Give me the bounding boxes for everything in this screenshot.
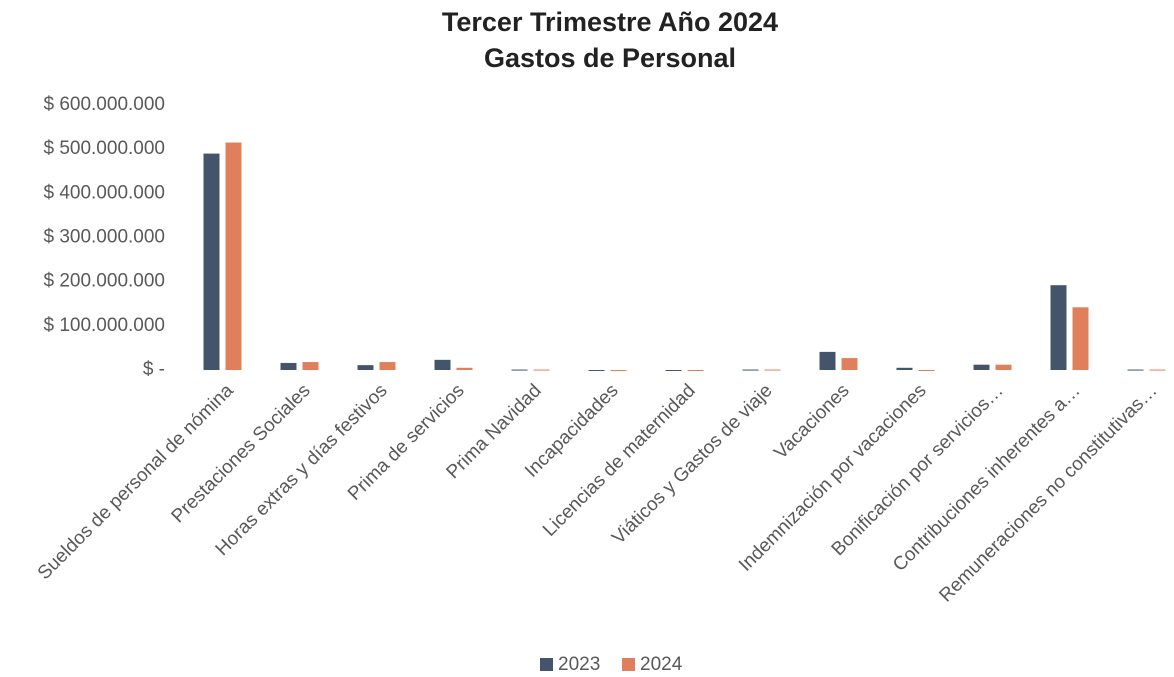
bar <box>1072 307 1089 370</box>
bar <box>379 362 396 370</box>
bar <box>973 364 990 370</box>
chart-title: Tercer Trimestre Año 2024 <box>442 7 778 37</box>
bar <box>280 362 297 370</box>
bar <box>203 153 220 370</box>
legend-swatch <box>540 658 553 671</box>
bar <box>819 351 836 370</box>
y-tick-label: $ 400.000.000 <box>43 182 165 203</box>
y-tick-label: $ 100.000.000 <box>43 315 165 336</box>
bar <box>995 364 1012 370</box>
x-tick-label: Viáticos y Gastos de viaje <box>608 380 776 548</box>
bar <box>434 359 451 370</box>
chart-subtitle: Gastos de Personal <box>484 43 736 73</box>
bar <box>357 365 374 370</box>
bar <box>533 369 550 371</box>
bar <box>225 142 242 370</box>
x-tick-label: Prestaciones Sociales <box>168 380 315 527</box>
legend-label: 2023 <box>558 654 600 675</box>
bar <box>1149 369 1166 371</box>
y-tick-label: $ 500.000.000 <box>43 138 165 159</box>
y-tick-label: $ 600.000.000 <box>43 94 165 115</box>
bar <box>687 370 704 371</box>
legend-label: 2024 <box>640 654 683 675</box>
y-tick-label: $ - <box>143 359 165 380</box>
bar <box>896 367 913 370</box>
y-tick-label: $ 200.000.000 <box>43 271 165 292</box>
bar <box>1127 369 1144 371</box>
y-tick-label: $ 300.000.000 <box>43 227 165 248</box>
bar <box>302 362 319 370</box>
bar <box>456 367 473 370</box>
bar <box>764 369 781 371</box>
x-tick-label: Vacaciones <box>770 380 853 463</box>
x-tick-label: Licencias de maternidad <box>539 380 699 540</box>
bar <box>742 369 759 371</box>
bar <box>841 358 858 370</box>
bar <box>1050 285 1067 370</box>
bar <box>665 370 682 371</box>
bar <box>610 370 627 371</box>
bar <box>588 370 605 371</box>
bar <box>511 369 528 371</box>
bar <box>918 370 935 371</box>
legend-swatch <box>622 658 635 671</box>
